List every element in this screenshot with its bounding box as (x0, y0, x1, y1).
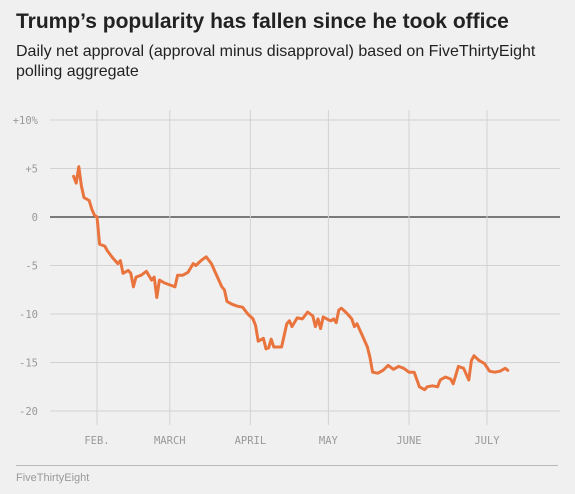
x-tick-label: JULY (474, 435, 500, 447)
net-approval-line (72, 165, 510, 392)
chart-subtitle: Daily net approval (approval minus disap… (16, 43, 536, 80)
y-tick-label: 0 (32, 212, 38, 224)
y-tick-label: +10% (13, 115, 39, 127)
y-tick-label: +5 (25, 164, 38, 176)
y-tick-label: -20 (19, 406, 38, 418)
source-credit: FiveThirtyEight (16, 472, 90, 484)
x-tick-label: FEB. (84, 435, 109, 447)
footer-divider (16, 465, 558, 466)
x-tick-label: APRIL (235, 435, 267, 447)
chart-title: Trump’s popularity has fallen since he t… (16, 10, 509, 33)
x-tick-label: MARCH (154, 435, 186, 447)
x-tick-label: JUNE (396, 435, 421, 447)
y-tick-label: -15 (19, 358, 38, 370)
x-tick-label: MAY (319, 435, 339, 447)
y-tick-label: -10 (19, 309, 38, 321)
y-tick-label: -5 (25, 261, 38, 273)
